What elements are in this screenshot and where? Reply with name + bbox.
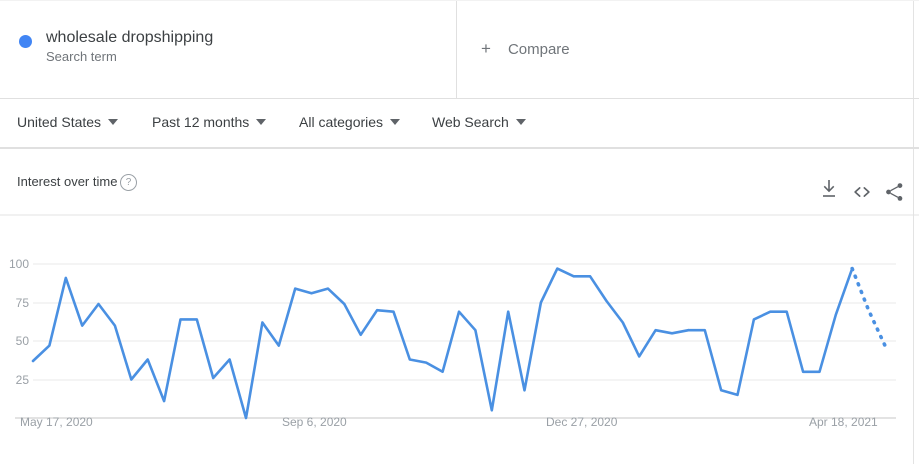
svg-text:75: 75 <box>16 296 30 310</box>
svg-text:50: 50 <box>16 334 30 348</box>
svg-text:Dec 27, 2020: Dec 27, 2020 <box>546 415 618 429</box>
svg-text:25: 25 <box>16 373 30 387</box>
svg-text:May 17, 2020: May 17, 2020 <box>20 415 93 429</box>
svg-text:Apr 18, 2021: Apr 18, 2021 <box>809 415 878 429</box>
svg-text:Sep 6, 2020: Sep 6, 2020 <box>282 415 347 429</box>
svg-text:100: 100 <box>9 257 29 271</box>
